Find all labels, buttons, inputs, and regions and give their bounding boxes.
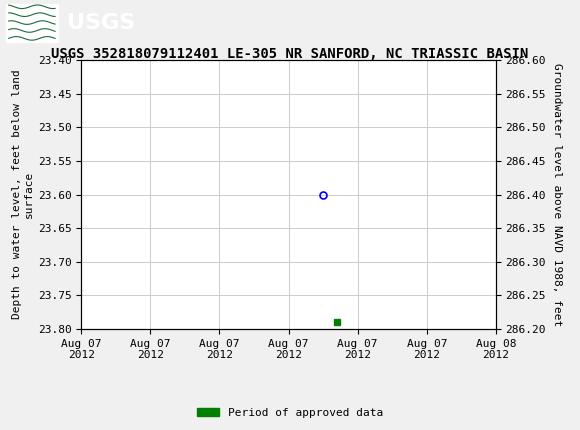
Y-axis label: Groundwater level above NAVD 1988, feet: Groundwater level above NAVD 1988, feet bbox=[552, 63, 561, 326]
Text: USGS 352818079112401 LE-305 NR SANFORD, NC TRIASSIC BASIN: USGS 352818079112401 LE-305 NR SANFORD, … bbox=[51, 47, 529, 61]
FancyBboxPatch shape bbox=[6, 3, 58, 42]
Legend: Period of approved data: Period of approved data bbox=[193, 403, 387, 422]
Text: USGS: USGS bbox=[67, 12, 135, 33]
Y-axis label: Depth to water level, feet below land
surface: Depth to water level, feet below land su… bbox=[12, 70, 34, 319]
